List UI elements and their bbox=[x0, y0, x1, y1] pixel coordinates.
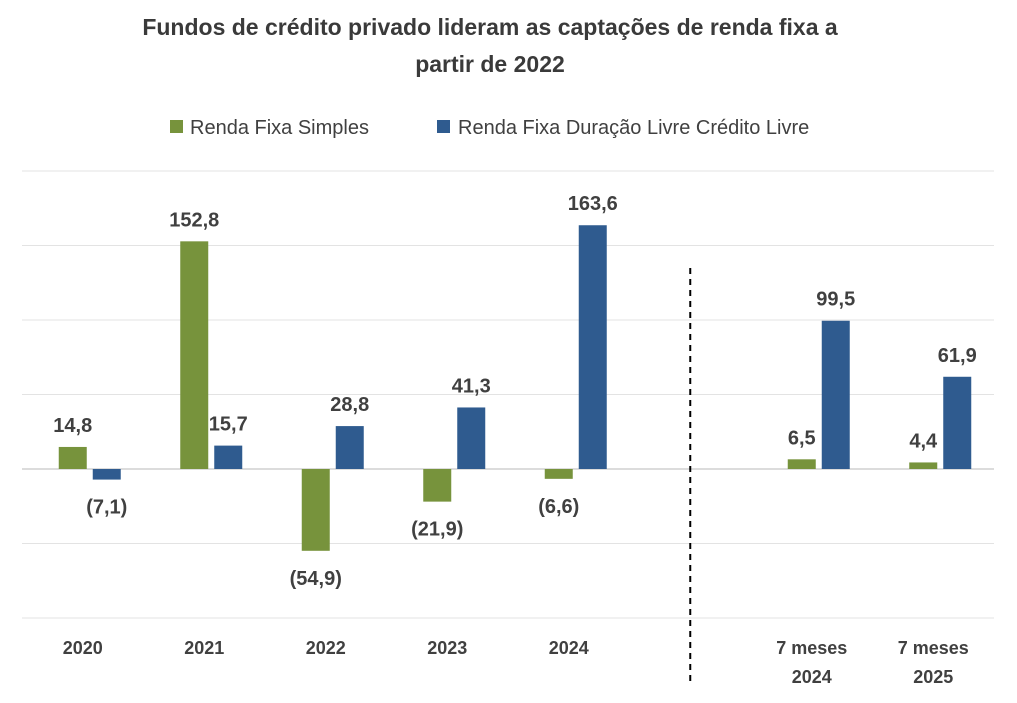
legend-label-renda-fixa-simples: Renda Fixa Simples bbox=[190, 117, 369, 139]
bar-s1-c3 bbox=[457, 407, 486, 469]
data-label-s0-c1: 152,8 bbox=[169, 209, 219, 231]
data-label-s0-c3: (21,9) bbox=[411, 519, 463, 541]
x-axis: 2020 2021 2022 2023 2024 7 meses 2024 7 meses 20… bbox=[63, 638, 969, 687]
bars bbox=[58, 225, 972, 551]
data-label-s0-c6: 6,5 bbox=[788, 427, 816, 449]
bar-s0-c4 bbox=[544, 469, 573, 479]
data-label-s1-c1: 15,7 bbox=[209, 414, 248, 436]
bar-s0-c3 bbox=[423, 469, 452, 502]
legend-swatch-renda-fixa-duracao-livre bbox=[437, 120, 450, 133]
data-label-s0-c0: 14,8 bbox=[53, 415, 92, 437]
data-label-s1-c7: 61,9 bbox=[938, 345, 977, 367]
bar-s1-c4 bbox=[578, 225, 607, 469]
x-tick-label-c6-l0: 7 meses bbox=[776, 638, 847, 658]
data-label-s1-c0: (7,1) bbox=[86, 497, 127, 519]
legend-label-renda-fixa-duracao-livre: Renda Fixa Duração Livre Crédito Livre bbox=[458, 117, 809, 139]
data-label-s1-c2: 28,8 bbox=[330, 394, 369, 416]
x-tick-label-c3-l0: 2023 bbox=[427, 638, 467, 658]
x-tick-label-c6-l1: 2024 bbox=[792, 667, 832, 687]
bar-s1-c2 bbox=[335, 426, 364, 469]
bar-s1-c6 bbox=[821, 320, 850, 469]
x-tick-label-c2-l0: 2022 bbox=[306, 638, 346, 658]
chart-title-line1: Fundos de crédito privado lideram as cap… bbox=[142, 14, 838, 40]
bar-s0-c7 bbox=[909, 462, 938, 469]
x-tick-label-c4-l0: 2024 bbox=[549, 638, 589, 658]
bar-s0-c0 bbox=[58, 446, 87, 469]
data-label-s0-c4: (6,6) bbox=[538, 496, 579, 518]
bar-s0-c6 bbox=[787, 459, 816, 469]
chart-title-line2: partir de 2022 bbox=[415, 51, 565, 77]
data-label-s1-c6: 99,5 bbox=[816, 289, 855, 311]
data-label-s0-c2: (54,9) bbox=[290, 568, 342, 590]
legend: Renda Fixa Simples Renda Fixa Duração Li… bbox=[170, 117, 809, 139]
bar-s1-c0 bbox=[92, 469, 121, 480]
bar-s1-c1 bbox=[214, 445, 243, 469]
bar-s0-c1 bbox=[180, 241, 209, 469]
x-tick-label-c7-l0: 7 meses bbox=[898, 638, 969, 658]
x-tick-label-c7-l1: 2025 bbox=[913, 667, 953, 687]
data-label-s1-c3: 41,3 bbox=[452, 375, 491, 397]
x-tick-label-c0-l0: 2020 bbox=[63, 638, 103, 658]
data-labels: 14,8 152,8 (54,9) (21,9) (6,6) 6,5 4,4 (7,1) 15,… bbox=[53, 193, 976, 590]
legend-swatch-renda-fixa-simples bbox=[170, 120, 183, 133]
data-label-s1-c4: 163,6 bbox=[568, 193, 618, 215]
bar-s0-c2 bbox=[301, 469, 330, 551]
x-tick-label-c1-l0: 2021 bbox=[184, 638, 224, 658]
bar-s1-c7 bbox=[943, 376, 972, 469]
data-label-s0-c7: 4,4 bbox=[909, 430, 938, 452]
